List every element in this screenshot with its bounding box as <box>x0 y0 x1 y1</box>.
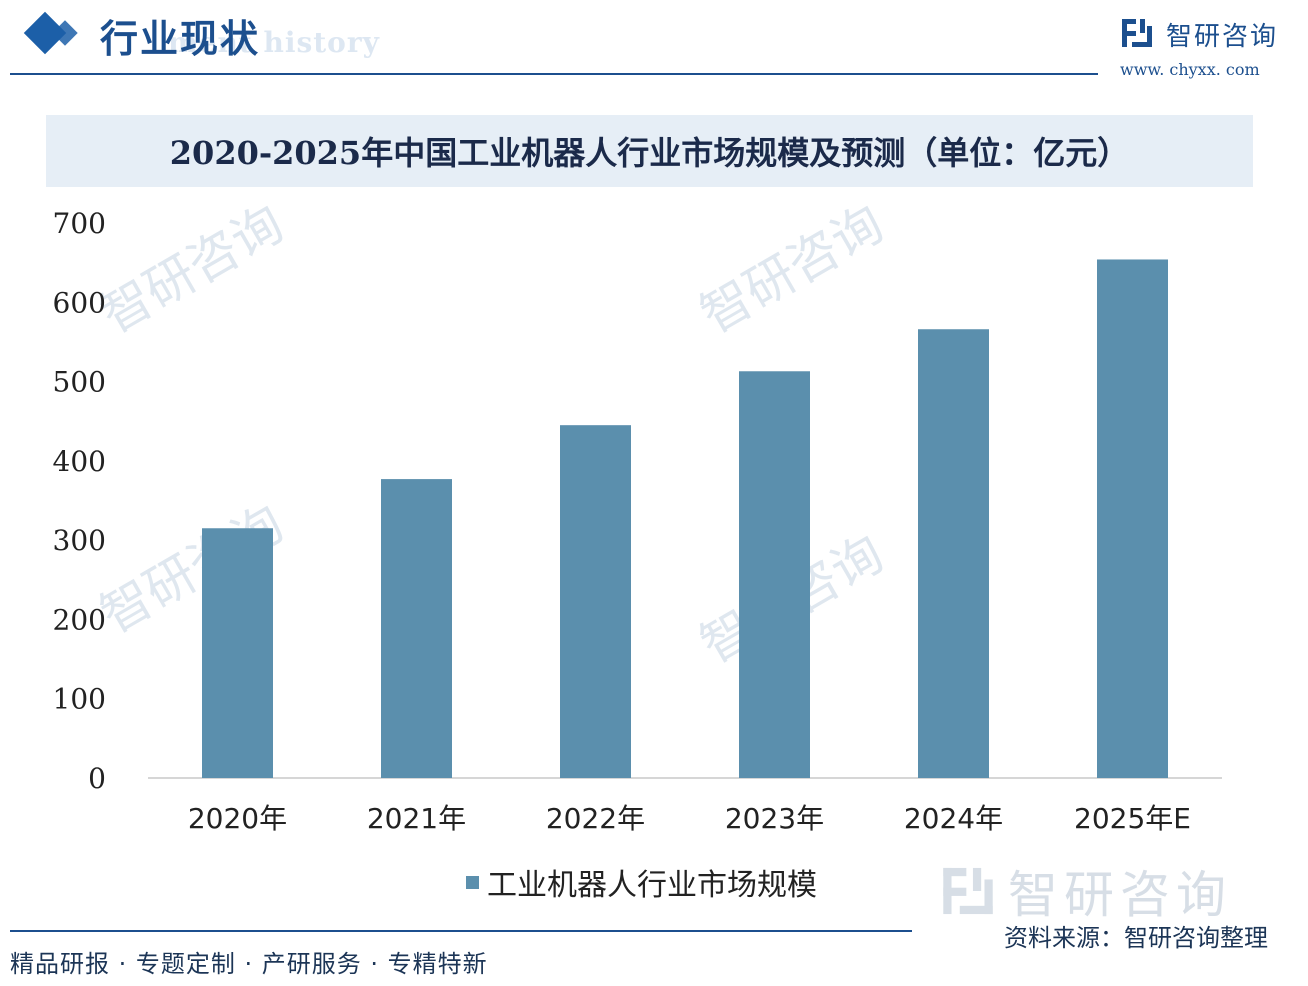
chart-title: 2020-2025年中国工业机器人行业市场规模及预测（单位：亿元） <box>169 134 1130 172</box>
y-tick-label: 500 <box>53 366 106 399</box>
y-tick-label: 0 <box>88 762 106 795</box>
bar <box>202 528 273 778</box>
x-tick-label: 2025年E <box>1074 802 1191 835</box>
x-tick-label: 2021年 <box>367 802 466 835</box>
section-subtitle: ment history <box>168 26 380 59</box>
chart-title-band: 2020-2025年中国工业机器人行业市场规模及预测（单位：亿元） <box>46 115 1253 187</box>
brand: 智研咨询 www. chyxx. com <box>1120 14 1300 79</box>
x-tick-label: 2022年 <box>546 802 645 835</box>
brand-name: 智研咨询 <box>1166 22 1279 52</box>
bar-chart: 0 100 200 300 400 500 600 700 2020年 2021年 2022年 202… <box>53 207 1222 835</box>
legend-label: 工业机器人行业市场规模 <box>487 868 817 903</box>
y-tick-label: 300 <box>53 524 106 557</box>
y-tick-label: 600 <box>53 286 106 319</box>
footer-divider <box>10 930 912 932</box>
x-tick-label: 2024年 <box>904 802 1003 835</box>
chyxx-logo-icon <box>1122 19 1152 47</box>
header-divider <box>10 73 1098 75</box>
page-header: ment history 行业现状 智研咨询 www. chyxx. com <box>0 0 1308 80</box>
bar <box>381 479 452 778</box>
bar <box>1097 259 1168 778</box>
bar <box>918 329 989 778</box>
y-tick-label: 200 <box>53 603 106 636</box>
chart-legend: 工业机器人行业市场规模 <box>466 860 817 904</box>
footer-slogan: 精品研报 · 专题定制 · 产研服务 · 专精特新 <box>10 950 488 978</box>
legend-swatch <box>466 875 479 889</box>
y-tick-label: 400 <box>53 445 106 478</box>
bar <box>560 425 631 778</box>
y-tick-label: 700 <box>53 207 106 240</box>
watermark-text: 智研咨询 <box>1008 866 1232 924</box>
section-title: 行业现状 <box>100 16 261 61</box>
y-tick-label: 100 <box>53 683 106 716</box>
bar <box>739 371 810 778</box>
brand-url: www. chyxx. com <box>1120 60 1260 79</box>
watermark: 智研咨询 <box>940 855 1232 927</box>
source-note: 资料来源：智研咨询整理 <box>1004 924 1268 952</box>
chyxx-logo-icon <box>943 867 993 915</box>
x-tick-label: 2020年 <box>188 802 287 835</box>
x-tick-label: 2023年 <box>725 802 824 835</box>
